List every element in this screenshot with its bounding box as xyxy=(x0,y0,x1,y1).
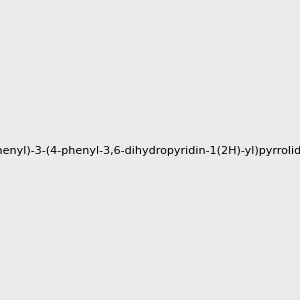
Text: 1-(3-fluorophenyl)-3-(4-phenyl-3,6-dihydropyridin-1(2H)-yl)pyrrolidine-2,5-dione: 1-(3-fluorophenyl)-3-(4-phenyl-3,6-dihyd… xyxy=(0,146,300,157)
